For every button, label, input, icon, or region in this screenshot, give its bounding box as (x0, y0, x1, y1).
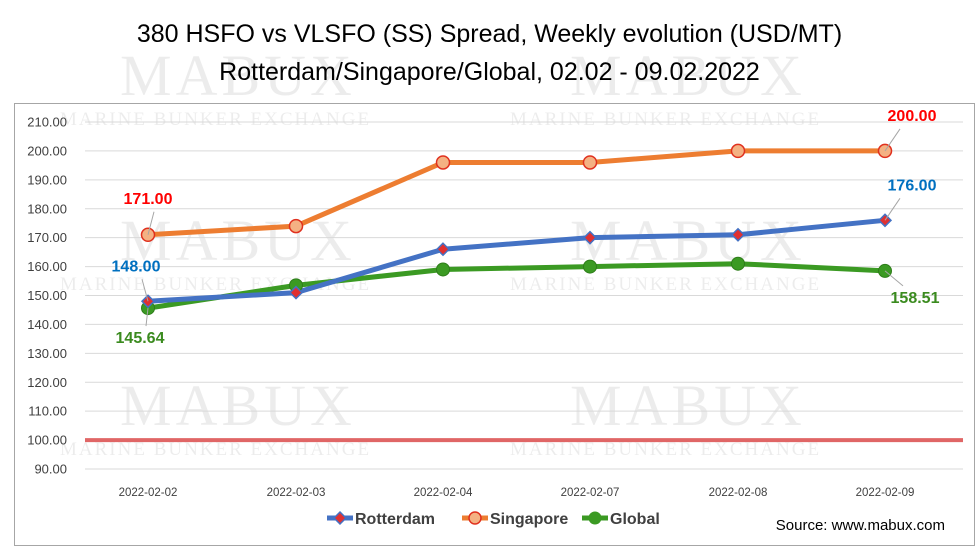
x-tick-label: 2022-02-02 (119, 487, 178, 499)
data-label-singapore: 200.00 (888, 108, 937, 125)
chart-subtitle: Rotterdam/Singapore/Global, 02.02 - 09.0… (219, 58, 760, 86)
legend: Rotterdam Singapore Global (327, 510, 660, 528)
legend-label-singapore: Singapore (490, 511, 568, 528)
x-tick-label: 2022-02-08 (709, 487, 768, 499)
point-singapore (288, 218, 304, 234)
watermark-subtitle: MARINE BUNKER EXCHANGE (510, 439, 821, 460)
x-axis-ticks: 2022-02-02 2022-02-03 2022-02-04 2022-02-07… (119, 487, 915, 499)
y-tick-label: 130.00 (27, 346, 67, 361)
y-tick-label: 90.00 (34, 462, 67, 477)
y-tick-label: 170.00 (27, 230, 67, 245)
y-tick-label: 210.00 (27, 115, 67, 130)
point-singapore (435, 155, 451, 170)
y-tick-label: 160.00 (27, 259, 67, 274)
y-tick-label: 190.00 (27, 172, 67, 187)
point-global (583, 259, 597, 274)
legend-label-rotterdam: Rotterdam (355, 511, 435, 528)
y-axis-ticks: 90.00 100.00 110.00 120.00 130.00 140.00 150.0… (27, 115, 67, 477)
y-tick-label: 120.00 (27, 375, 67, 390)
legend-marker-rotterdam (332, 510, 348, 526)
point-rotterdam (730, 227, 746, 242)
point-singapore (730, 143, 746, 159)
source-text: Source: www.mabux.com (776, 517, 945, 534)
watermark-mabux: MABUX (570, 373, 806, 438)
point-rotterdam (288, 285, 304, 300)
watermark-mabux: MABUX (120, 373, 356, 438)
x-tick-label: 2022-02-09 (856, 487, 915, 499)
point-rotterdam (582, 230, 598, 245)
legend-marker-global (588, 511, 602, 525)
series-line-global (145, 261, 888, 311)
watermark-mabux: MABUX (120, 43, 356, 108)
plot-frame (14, 103, 975, 546)
data-label-rotterdam: 176.00 (888, 177, 937, 194)
chart-title: 380 HSFO vs VLSFO (SS) Spread, Weekly ev… (136, 20, 843, 48)
leader-line (884, 198, 901, 221)
data-labels: 171.00 200.00 148.00 176.00 145.64 158.51 (112, 108, 940, 347)
data-label-rotterdam: 148.00 (112, 258, 161, 275)
y-tick-label: 100.00 (27, 433, 67, 448)
legend-marker-singapore (468, 511, 482, 525)
leader-line (884, 270, 904, 287)
leader-line (141, 279, 149, 302)
point-global (731, 256, 745, 271)
x-tick-label: 2022-02-03 (267, 487, 326, 499)
leader-line (147, 211, 155, 235)
y-tick-label: 150.00 (27, 288, 67, 303)
series-line-rotterdam (145, 217, 888, 304)
data-label-global: 145.64 (116, 330, 165, 347)
y-tick-label: 200.00 (27, 143, 67, 158)
point-global (436, 262, 450, 277)
watermark-subtitle: MARINE BUNKER EXCHANGE (60, 109, 371, 130)
data-label-singapore: 171.00 (124, 191, 173, 208)
legend-label-global: Global (610, 511, 660, 528)
point-rotterdam (435, 242, 451, 257)
data-label-global: 158.51 (891, 290, 940, 307)
series-layer (140, 143, 893, 316)
leader-line (145, 308, 149, 327)
point-singapore (582, 155, 598, 170)
x-tick-label: 2022-02-04 (414, 487, 473, 499)
y-tick-label: 140.00 (27, 317, 67, 332)
leader-line (884, 128, 901, 152)
y-tick-label: 110.00 (28, 404, 67, 419)
watermark-mabux: MABUX (570, 208, 806, 273)
watermark-mabux: MABUX (570, 43, 806, 108)
watermark-subtitle: MARINE BUNKER EXCHANGE (510, 109, 821, 130)
series-line-singapore (145, 148, 888, 238)
watermark-subtitle: MARINE BUNKER EXCHANGE (510, 274, 821, 295)
watermark-subtitle: MARINE BUNKER EXCHANGE (60, 439, 371, 460)
y-tick-label: 180.00 (27, 201, 67, 216)
x-tick-label: 2022-02-07 (561, 487, 620, 499)
